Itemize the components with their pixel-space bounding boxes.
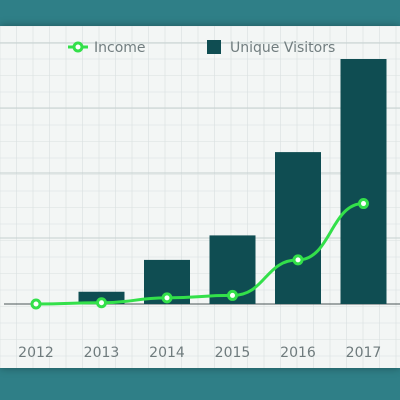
x-tick-label: 2014: [149, 345, 185, 361]
combo-chart: 2012 2013 2014 2015 2016 2017 Income Unique V…: [0, 26, 400, 368]
bar-2016: [275, 152, 321, 304]
income-point-2014: [161, 292, 173, 304]
legend-visitors-label: Unique Visitors: [230, 40, 335, 56]
bar-2017: [340, 59, 387, 304]
x-tick-label: 2016: [280, 345, 316, 361]
income-points: [30, 198, 369, 310]
bars: [78, 59, 387, 304]
square-marker-icon: [207, 40, 221, 54]
grid: [0, 26, 400, 368]
legend-visitors: Unique Visitors: [207, 40, 335, 56]
income-point-2015: [227, 289, 238, 301]
x-tick-label: 2017: [346, 345, 382, 361]
legend: Income Unique Visitors: [68, 40, 335, 56]
income-point-2012: [30, 298, 42, 310]
x-tick-label: 2012: [18, 345, 54, 361]
income-point-2016: [292, 254, 304, 266]
circle-line-marker-icon: [72, 41, 84, 53]
x-tick-label: 2013: [84, 345, 120, 361]
legend-income-label: Income: [94, 40, 146, 56]
legend-income: Income: [68, 40, 146, 56]
income-point-2017: [358, 198, 369, 210]
x-axis-ticks: 2012 2013 2014 2015 2016 2017: [18, 345, 381, 361]
income-point-2013: [96, 297, 107, 309]
chart-card: 2012 2013 2014 2015 2016 2017 Income Unique V…: [0, 26, 400, 368]
x-tick-label: 2015: [215, 345, 251, 361]
